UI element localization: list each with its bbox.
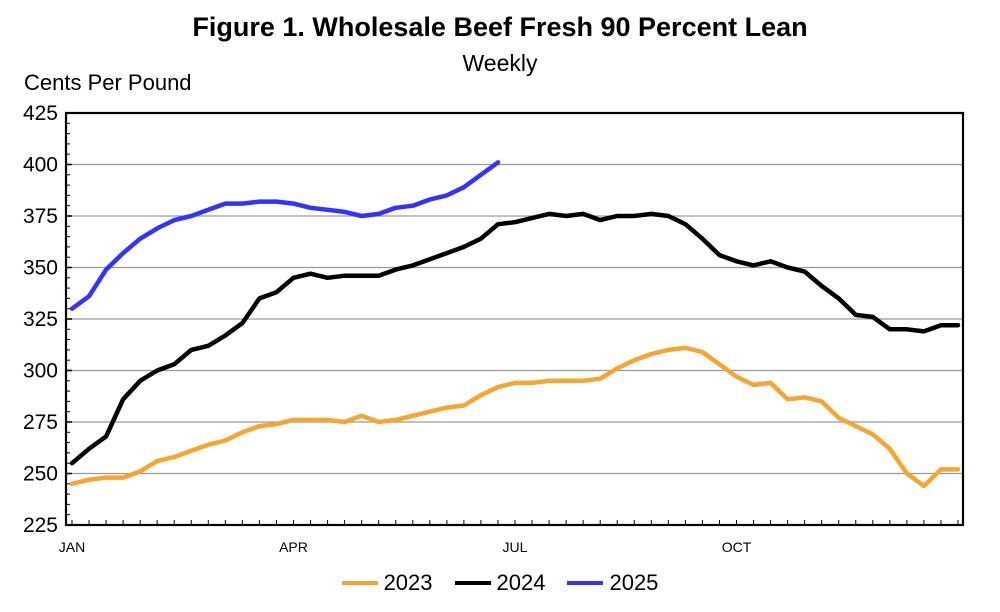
legend-label-2024: 2024 [496, 570, 546, 595]
series-line-2023 [69, 345, 961, 489]
chart-title: Figure 1. Wholesale Beef Fresh 90 Percen… [192, 12, 808, 42]
legend-label-2025: 2025 [609, 570, 659, 595]
legend-item-2025: 2025 [567, 570, 658, 596]
chart-subtitle: Weekly [462, 50, 538, 76]
x-tick-label-jan: JAN [59, 539, 85, 555]
series-line-2024 [69, 211, 961, 466]
y-tick-label-300: 300 [23, 360, 58, 383]
legend-item-2023: 2023 [341, 570, 433, 596]
legend-item-2024: 2024 [454, 570, 546, 596]
y-tick-label-425: 425 [23, 102, 58, 125]
x-tick-label-jul: JUL [503, 539, 528, 555]
legend: 2023 2024 2025 [0, 570, 1000, 596]
series-line-2025 [69, 160, 501, 311]
plot-border [64, 111, 965, 527]
y-tick-label-225: 225 [23, 514, 58, 537]
x-tick-label-oct: OCT [722, 539, 752, 555]
y-axis-label: Cents Per Pound [24, 70, 192, 95]
legend-swatch-2023 [341, 581, 378, 585]
y-tick-label-375: 375 [23, 205, 58, 228]
legend-swatch-2025 [567, 581, 604, 585]
y-tick-label-275: 275 [23, 411, 58, 434]
y-tick-label-325: 325 [23, 308, 58, 331]
legend-label-2023: 2023 [383, 570, 433, 595]
y-tick-label-250: 250 [23, 463, 58, 486]
y-tick-label-400: 400 [23, 154, 58, 177]
y-tick-label-350: 350 [23, 257, 58, 280]
x-tick-label-apr: APR [279, 539, 308, 555]
legend-swatch-2024 [454, 581, 491, 585]
